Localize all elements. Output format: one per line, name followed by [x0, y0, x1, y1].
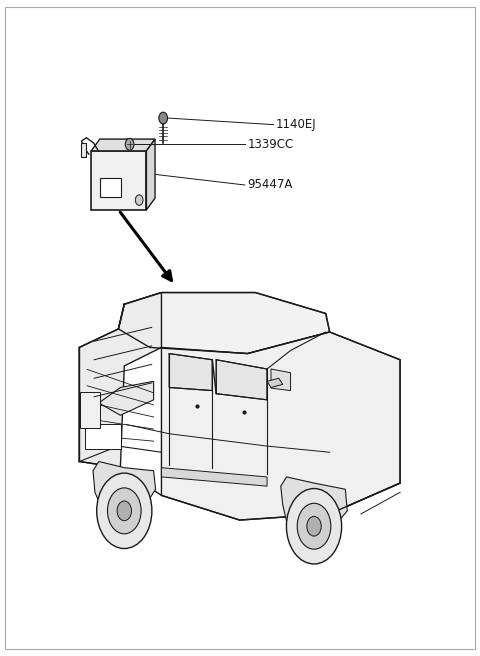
Bar [81, 143, 86, 157]
Ellipse shape [287, 489, 342, 564]
Ellipse shape [307, 516, 321, 536]
Polygon shape [99, 381, 154, 415]
Polygon shape [91, 139, 155, 151]
Circle shape [135, 195, 143, 205]
Polygon shape [79, 293, 161, 468]
Ellipse shape [117, 501, 132, 521]
Text: 95447A: 95447A [247, 178, 293, 192]
Bar [100, 178, 121, 197]
Circle shape [125, 138, 134, 150]
Polygon shape [161, 468, 267, 486]
Polygon shape [161, 332, 400, 520]
Polygon shape [267, 379, 283, 388]
Text: 1140EJ: 1140EJ [276, 118, 317, 131]
Polygon shape [271, 369, 290, 390]
Circle shape [159, 112, 168, 124]
Polygon shape [216, 359, 267, 400]
Polygon shape [146, 139, 155, 210]
Polygon shape [119, 293, 330, 354]
Bar [81, 392, 100, 428]
Polygon shape [281, 477, 347, 526]
Bar [85, 424, 121, 449]
Ellipse shape [96, 473, 152, 548]
Polygon shape [93, 462, 156, 504]
Ellipse shape [108, 488, 141, 534]
Ellipse shape [297, 503, 331, 549]
Polygon shape [169, 354, 212, 390]
Text: 1339CC: 1339CC [247, 138, 293, 151]
Bar [91, 151, 146, 210]
